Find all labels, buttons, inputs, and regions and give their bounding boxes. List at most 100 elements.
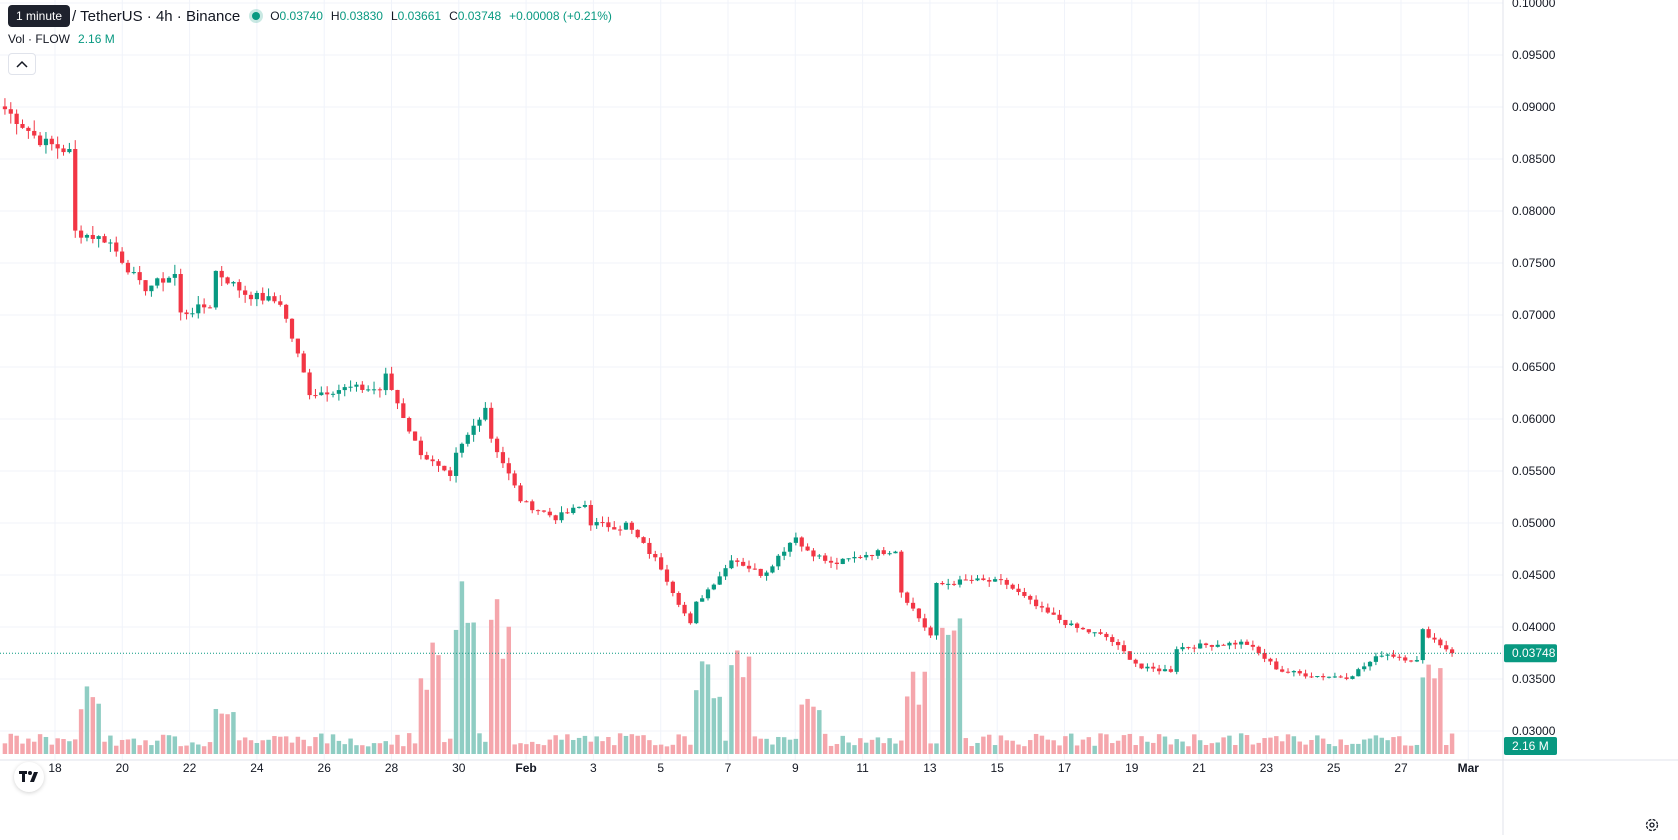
candle-body: [793, 537, 798, 543]
candle-body: [202, 304, 207, 308]
candle-body: [1039, 606, 1045, 608]
volume-bar: [729, 665, 734, 754]
tv-mark-icon: [19, 771, 38, 782]
candle-body: [395, 389, 400, 404]
volume-bar: [1438, 668, 1443, 754]
volume-label[interactable]: Vol · FLOW: [8, 32, 71, 46]
tradingview-logo-icon[interactable]: [14, 762, 44, 792]
volume-bar: [471, 622, 476, 754]
candle-body: [659, 557, 664, 570]
candle-body: [1215, 644, 1220, 647]
candle-body: [1303, 673, 1308, 677]
volume-bar: [1104, 734, 1109, 754]
candle-body: [834, 562, 839, 565]
volume-bar: [1057, 745, 1062, 754]
volume-bar: [793, 738, 799, 754]
volume-bar: [26, 738, 31, 754]
candle-body: [981, 578, 986, 581]
volume-bar: [260, 740, 265, 754]
volume-bar: [817, 710, 822, 754]
candle-body: [418, 440, 424, 456]
candle-body: [401, 403, 406, 418]
volume-bar: [916, 704, 922, 754]
volume-bar: [1233, 745, 1238, 754]
candle-body: [371, 389, 377, 391]
volume-bar: [14, 735, 19, 754]
volume-bar: [1086, 737, 1092, 754]
candle-body: [1367, 661, 1373, 667]
candle-body: [465, 434, 470, 444]
candle-body: [196, 304, 201, 314]
candle-body: [1274, 661, 1279, 670]
volume-bar: [670, 744, 676, 754]
volume-bar: [500, 658, 506, 754]
candle-body: [905, 592, 910, 603]
candle-body: [946, 583, 951, 585]
collapse-legend-button[interactable]: [8, 53, 36, 75]
candle-body: [78, 230, 84, 238]
candle-body: [108, 242, 113, 244]
volume-bar: [805, 698, 810, 754]
candle-body: [319, 392, 324, 396]
candle-body: [957, 579, 963, 585]
candle-body: [1444, 645, 1449, 650]
volume-bar: [1162, 736, 1168, 754]
candle-body: [231, 282, 236, 284]
candle-body: [1420, 629, 1425, 661]
candle-body: [705, 589, 711, 599]
time-axis-label: 3: [590, 761, 597, 775]
candle-body: [1268, 658, 1273, 662]
volume-bar: [928, 743, 933, 754]
candle-body: [61, 148, 66, 153]
volume-bar: [717, 696, 722, 754]
volume-bar: [389, 744, 394, 754]
symbol-title[interactable]: / TetherUS · 4h · Binance: [72, 7, 241, 25]
volume-bar: [2, 743, 8, 754]
volume-bar: [313, 737, 318, 754]
volume-bar: [1356, 743, 1361, 754]
volume-bar: [658, 744, 664, 754]
settings-gear-icon[interactable]: [1644, 817, 1660, 833]
volume-bar: [96, 703, 101, 754]
candle-body: [694, 601, 699, 624]
candle-body: [518, 485, 523, 502]
volume-bar: [1238, 733, 1244, 754]
candle-body: [688, 613, 693, 624]
volume-bar: [1145, 741, 1150, 754]
volume-bar: [61, 738, 66, 754]
candle-body: [1057, 614, 1062, 620]
candle-body: [412, 431, 418, 441]
volume-bar: [746, 656, 752, 754]
candle-body: [1004, 579, 1009, 585]
volume-bar: [1309, 739, 1314, 754]
candle-body: [494, 438, 500, 453]
time-axis-label: 7: [725, 761, 732, 775]
volume-bar: [342, 744, 347, 754]
candle-body: [676, 593, 681, 605]
candle-body: [260, 292, 265, 301]
candle-body: [430, 459, 435, 462]
volume-bar: [723, 740, 728, 754]
candle-body: [190, 313, 195, 315]
candle-body: [377, 389, 383, 391]
candle-body: [207, 307, 213, 309]
volume-bar: [612, 745, 617, 754]
volume-value: 2.16 M: [78, 32, 115, 46]
time-axis-label: 18: [48, 761, 62, 775]
candle-body: [32, 130, 37, 136]
candle-body: [987, 580, 992, 582]
candle-body: [1080, 627, 1086, 630]
volume-bar: [401, 746, 406, 754]
candle-body: [1280, 669, 1285, 672]
time-axis-label: 21: [1192, 761, 1206, 775]
volume-bar: [324, 743, 330, 754]
candle-body: [951, 583, 957, 585]
candle-body: [735, 560, 740, 562]
volume-bar: [764, 738, 769, 754]
volume-bar: [576, 737, 582, 754]
volume-bar: [863, 742, 869, 754]
volume-bar: [606, 737, 611, 754]
candle-body: [682, 604, 687, 614]
